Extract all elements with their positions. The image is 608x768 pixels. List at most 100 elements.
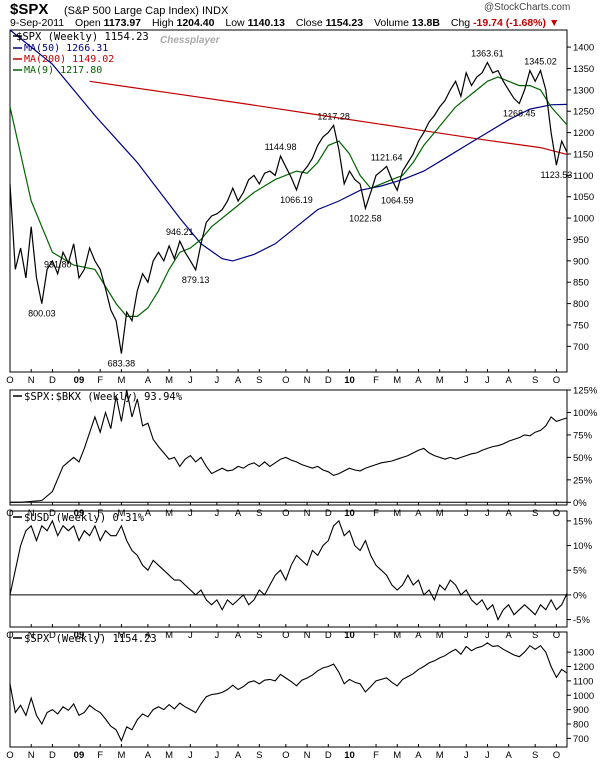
- y-tick-label: 1100: [573, 676, 593, 687]
- x-tick-label: O: [282, 750, 289, 761]
- y-tick-label: 800: [573, 299, 589, 310]
- y-tick-label: 75%: [573, 430, 593, 441]
- close-value: 1154.23: [325, 17, 364, 29]
- y-tick-label: 900: [573, 256, 589, 267]
- y-tick-label: 750: [573, 320, 589, 331]
- x-tick-label: J: [464, 630, 469, 641]
- low-value: 1140.13: [247, 17, 285, 29]
- x-tick-label: M: [165, 750, 173, 761]
- y-tick-label: 1000: [573, 214, 594, 225]
- x-tick-label: S: [532, 375, 538, 386]
- price-annotation: 879.13: [182, 275, 210, 285]
- x-tick-label: 09: [74, 630, 85, 641]
- x-tick-label: A: [145, 750, 152, 761]
- x-tick-label: 10: [344, 630, 355, 641]
- symbol-description: (S&P 500 Large Cap Index) INDX: [64, 5, 229, 17]
- y-tick-label: 1200: [573, 128, 594, 139]
- x-tick-label: S: [532, 630, 538, 641]
- price-annotation: 1121.64: [371, 152, 403, 162]
- x-tick-label: M: [117, 508, 125, 519]
- x-tick-label: A: [505, 508, 512, 519]
- x-tick-label: F: [97, 750, 103, 761]
- x-tick-label: M: [117, 630, 125, 641]
- x-tick-label: N: [304, 375, 311, 386]
- x-tick-label: J: [485, 508, 490, 519]
- y-tick-label: 1050: [573, 192, 594, 203]
- x-tick-label: D: [49, 750, 56, 761]
- x-tick-label: M: [165, 630, 173, 641]
- y-tick-label: 5%: [573, 566, 587, 577]
- x-tick-label: N: [28, 750, 35, 761]
- x-tick-label: F: [373, 750, 379, 761]
- panel-title-1: $SPX (Weekly) 1154.23: [16, 31, 149, 43]
- down-arrow-icon: ▼: [548, 17, 560, 29]
- x-tick-label: O: [282, 508, 289, 519]
- y-tick-label: 1200: [573, 662, 594, 673]
- y-tick-label: 850: [573, 278, 589, 289]
- x-tick-label: 09: [74, 750, 85, 761]
- y-tick-label: 1400: [573, 43, 594, 54]
- x-tick-label: N: [304, 630, 311, 641]
- y-tick-label: 950: [573, 235, 589, 246]
- x-tick-label: O: [6, 375, 13, 386]
- y-tick-label: 1000: [573, 691, 594, 702]
- x-tick-label: J: [485, 630, 490, 641]
- x-tick-label: M: [165, 375, 173, 386]
- x-tick-label: M: [436, 630, 444, 641]
- x-tick-label: S: [532, 750, 538, 761]
- x-tick-label: J: [188, 630, 193, 641]
- ma9-line: [9, 76, 568, 317]
- x-tick-label: J: [485, 750, 490, 761]
- volume-value: 13.8B: [411, 17, 440, 29]
- panel-title-2: $SPX:$BKX (Weekly) 93.94%: [24, 391, 183, 403]
- legend-entry-ma9: MA(9) 1217.80: [24, 65, 102, 76]
- x-tick-label: A: [415, 750, 422, 761]
- open-value: 1173.97: [103, 17, 142, 29]
- x-tick-label: A: [235, 630, 242, 641]
- legend-entry-ma50: MA(50) 1266.31: [24, 43, 108, 54]
- x-tick-label: M: [117, 375, 125, 386]
- x-tick-label: M: [436, 508, 444, 519]
- x-tick-label: O: [282, 630, 289, 641]
- x-tick-label: S: [532, 508, 538, 519]
- y-tick-label: 700: [573, 342, 589, 353]
- x-tick-label: O: [553, 508, 560, 519]
- panel-title-4: $SPX (Weekly) 1154.23: [24, 633, 157, 645]
- x-tick-label: S: [256, 630, 262, 641]
- x-tick-label: D: [325, 630, 332, 641]
- y-tick-label: -5%: [573, 615, 590, 626]
- price-annotation: 1217.28: [317, 111, 350, 121]
- y-tick-label: 100%: [573, 408, 598, 419]
- x-tick-label: A: [235, 508, 242, 519]
- x-tick-label: M: [393, 508, 401, 519]
- x-tick-label: S: [256, 750, 262, 761]
- x-tick-label: M: [436, 750, 444, 761]
- y-tick-label: 1300: [573, 85, 594, 96]
- x-tick-label: A: [235, 375, 242, 386]
- x-tick-label: A: [415, 375, 422, 386]
- price-annotation: 946.21: [166, 227, 194, 237]
- y-tick-label: 50%: [573, 453, 593, 464]
- x-tick-label: J: [464, 508, 469, 519]
- x-tick-label: N: [304, 508, 311, 519]
- x-tick-label: J: [188, 508, 193, 519]
- y-tick-label: 25%: [573, 475, 593, 486]
- x-tick-label: J: [485, 375, 490, 386]
- open-label: Open: [75, 17, 101, 29]
- x-tick-label: M: [165, 508, 173, 519]
- x-tick-label: J: [215, 750, 220, 761]
- x-tick-label: F: [97, 630, 103, 641]
- price-annotation: 1123.53: [540, 170, 572, 180]
- price-annotation: 1363.61: [471, 48, 504, 58]
- y-tick-label: 1150: [573, 149, 593, 160]
- x-tick-label: D: [325, 750, 332, 761]
- x-tick-label: A: [145, 375, 152, 386]
- x-tick-label: 10: [344, 750, 355, 761]
- y-tick-label: 1100: [573, 171, 593, 182]
- y-tick-label: 15%: [573, 516, 593, 527]
- volume-label: Volume: [373, 17, 409, 29]
- low-label: Low: [225, 17, 245, 29]
- y-tick-label: 1250: [573, 107, 594, 118]
- panel-frame-1: [9, 29, 568, 373]
- x-tick-label: J: [188, 375, 193, 386]
